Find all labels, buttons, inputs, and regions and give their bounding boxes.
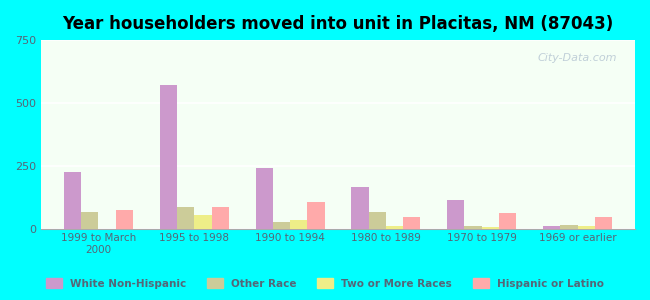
Legend: White Non-Hispanic, Other Race, Two or More Races, Hispanic or Latino: White Non-Hispanic, Other Race, Two or M…	[43, 275, 607, 292]
Bar	[116, 210, 133, 229]
Bar	[577, 226, 595, 229]
Text: City-Data.com: City-Data.com	[538, 53, 618, 63]
Bar	[386, 226, 403, 229]
Bar	[273, 222, 290, 229]
Bar	[403, 217, 421, 229]
Bar	[255, 168, 273, 229]
Bar	[465, 226, 482, 229]
Bar	[560, 225, 577, 229]
Bar	[177, 207, 194, 229]
Bar	[595, 217, 612, 229]
Bar	[307, 202, 324, 229]
Bar	[447, 200, 465, 229]
Bar	[369, 212, 386, 229]
Bar	[211, 207, 229, 229]
Bar	[160, 85, 177, 229]
Title: Year householders moved into unit in Placitas, NM (87043): Year householders moved into unit in Pla…	[62, 15, 614, 33]
Bar	[543, 226, 560, 229]
Bar	[290, 220, 307, 229]
Bar	[352, 187, 369, 229]
Bar	[64, 172, 81, 229]
Bar	[499, 214, 516, 229]
Bar	[194, 215, 211, 229]
Bar	[482, 227, 499, 229]
Bar	[81, 212, 98, 229]
